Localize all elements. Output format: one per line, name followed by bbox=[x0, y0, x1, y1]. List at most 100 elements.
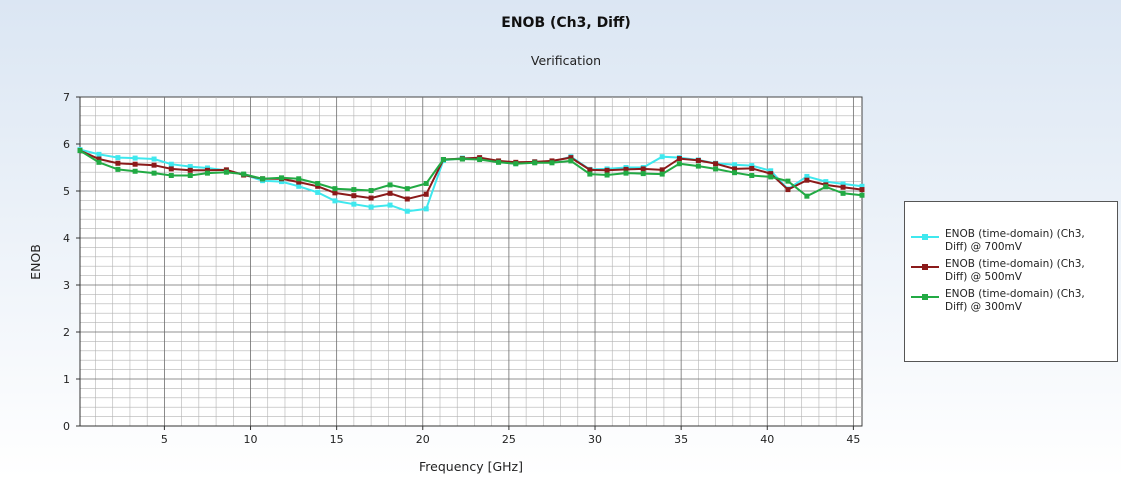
series-2-point bbox=[332, 186, 338, 192]
y-tick-label: 1 bbox=[63, 373, 70, 386]
series-1-point bbox=[204, 167, 210, 173]
series-2-point bbox=[659, 171, 665, 177]
series-1-point bbox=[387, 190, 393, 196]
chart-subtitle: Verification bbox=[531, 53, 601, 68]
series-2-point bbox=[823, 184, 829, 190]
series-layer bbox=[77, 147, 865, 214]
series-0-point bbox=[732, 162, 738, 168]
legend-swatch-500mv bbox=[911, 260, 939, 274]
series-1-point bbox=[315, 183, 321, 189]
series-1-point bbox=[676, 156, 682, 162]
series-0-point bbox=[404, 208, 410, 214]
legend-label-300mv: ENOB (time-domain) (Ch3, Diff) @ 300mV bbox=[945, 288, 1085, 313]
series-2-point bbox=[132, 168, 138, 174]
chart-title: ENOB (Ch3, Diff) bbox=[501, 15, 630, 31]
series-1-point bbox=[187, 167, 193, 173]
series-0-point bbox=[132, 155, 138, 161]
legend-label-500mv: ENOB (time-domain) (Ch3, Diff) @ 500mV bbox=[945, 258, 1085, 283]
series-2-point bbox=[315, 180, 321, 186]
series-0-point bbox=[187, 164, 193, 170]
legend-swatch-300mv bbox=[911, 290, 939, 304]
series-2-point bbox=[223, 169, 229, 175]
x-axis-label: Frequency [GHz] bbox=[419, 459, 523, 474]
series-1-point bbox=[332, 190, 338, 196]
series-2-point bbox=[749, 172, 755, 178]
series-2-point bbox=[695, 163, 701, 169]
series-0-point bbox=[749, 163, 755, 169]
series-1-point bbox=[623, 166, 629, 172]
series-0-point bbox=[151, 156, 157, 162]
series-0-point bbox=[368, 204, 374, 210]
y-tick-label: 7 bbox=[63, 91, 70, 104]
series-0-point bbox=[840, 181, 846, 187]
series-1-point bbox=[713, 161, 719, 167]
series-1-point bbox=[840, 184, 846, 190]
series-2-point bbox=[77, 148, 83, 154]
x-tick-label: 10 bbox=[244, 433, 258, 446]
series-2-point bbox=[732, 170, 738, 176]
series-2-point bbox=[296, 176, 302, 182]
series-1-point bbox=[785, 187, 791, 193]
series-2-point bbox=[151, 170, 157, 176]
series-0-point bbox=[423, 206, 429, 212]
x-tick-label: 5 bbox=[161, 433, 168, 446]
series-1-point bbox=[132, 161, 138, 167]
series-1-point bbox=[96, 156, 102, 162]
series-0-point bbox=[768, 168, 774, 174]
series-1-point bbox=[168, 166, 174, 172]
legend-item-500mv: ENOB (time-domain) (Ch3, Diff) @ 500mV bbox=[911, 258, 1117, 284]
series-0-point bbox=[387, 202, 393, 208]
series-2-point bbox=[351, 187, 357, 193]
series-2-point bbox=[768, 174, 774, 180]
series-0-point bbox=[279, 179, 285, 185]
series-1-point bbox=[659, 167, 665, 173]
series-1-point bbox=[351, 193, 357, 199]
series-0-point bbox=[96, 151, 102, 157]
y-tick-label: 3 bbox=[63, 279, 70, 292]
series-1-point bbox=[749, 165, 755, 171]
legend-label-700mv: ENOB (time-domain) (Ch3, Diff) @ 700mV bbox=[945, 228, 1085, 253]
series-1-point bbox=[859, 187, 865, 193]
series-1-point bbox=[423, 191, 429, 197]
series-2-point bbox=[168, 172, 174, 178]
series-2-point bbox=[623, 170, 629, 176]
major-gridlines bbox=[80, 97, 862, 426]
series-0-point bbox=[659, 154, 665, 160]
series-2-point bbox=[368, 188, 374, 194]
series-1-point bbox=[368, 195, 374, 201]
series-2-point bbox=[532, 160, 538, 166]
minor-gridlines bbox=[80, 97, 862, 426]
series-0-point bbox=[804, 173, 810, 179]
series-0-point bbox=[115, 155, 121, 161]
series-2-point bbox=[387, 182, 393, 188]
series-2-point bbox=[204, 170, 210, 176]
series-0-point bbox=[823, 179, 829, 185]
series-1-point bbox=[151, 162, 157, 168]
series-2-point bbox=[496, 159, 502, 165]
y-tick-label: 4 bbox=[63, 232, 70, 245]
series-line-2 bbox=[79, 149, 863, 198]
series-2-point bbox=[440, 157, 446, 163]
series-1-point bbox=[732, 166, 738, 172]
y-tick-label: 5 bbox=[63, 185, 70, 198]
series-1-point bbox=[640, 166, 646, 172]
series-1-point bbox=[804, 177, 810, 183]
series-0-point bbox=[315, 189, 321, 195]
series-1-point bbox=[587, 167, 593, 173]
series-0-point bbox=[168, 161, 174, 167]
x-tick-label: 30 bbox=[588, 433, 602, 446]
series-2-point bbox=[513, 161, 519, 167]
series-2-point bbox=[604, 172, 610, 178]
series-1-point bbox=[604, 167, 610, 173]
series-0-point bbox=[332, 198, 338, 204]
plot-area bbox=[79, 96, 863, 427]
series-0-point bbox=[351, 201, 357, 207]
x-tick-label: 15 bbox=[330, 433, 344, 446]
legend-item-700mv: ENOB (time-domain) (Ch3, Diff) @ 700mV bbox=[911, 228, 1117, 254]
series-2-point bbox=[187, 172, 193, 178]
series-2-point bbox=[477, 157, 483, 163]
series-2-point bbox=[568, 158, 574, 164]
